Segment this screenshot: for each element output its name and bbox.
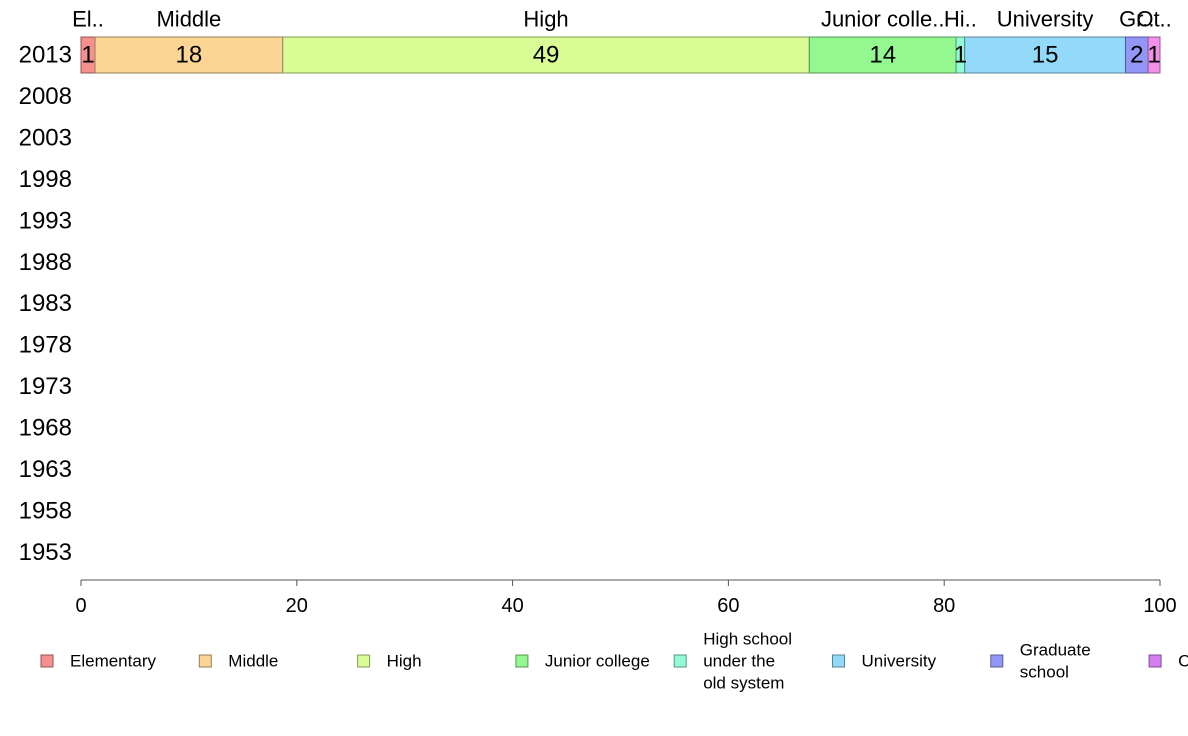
- segment-header-label: Hi..: [944, 7, 977, 32]
- year-label-1963: 1963: [19, 456, 72, 483]
- year-label-1983: 1983: [19, 290, 72, 317]
- year-label-1988: 1988: [19, 249, 72, 276]
- x-tick-label-0: 0: [75, 595, 86, 617]
- year-label-2008: 2008: [19, 83, 72, 110]
- x-tick-label-40: 40: [501, 595, 523, 617]
- x-tick-label-80: 80: [933, 595, 955, 617]
- legend-item-junior-college: Junior college: [516, 652, 650, 671]
- segment-header-label: Middle: [156, 7, 221, 32]
- legend-label: University: [862, 652, 937, 671]
- y-axis-labels: 2013 2008 2003 1998 1993 1988 1983 1978 1973 1968…: [19, 42, 72, 566]
- legend-label: C: [1178, 652, 1188, 671]
- value-label: 49: [533, 42, 560, 69]
- legend-label: Elementary: [70, 652, 156, 671]
- legend-label: under the: [703, 652, 775, 671]
- legend-item-elementary: Elementary: [41, 652, 156, 671]
- legend-swatch: [833, 655, 845, 667]
- legend-label: Junior college: [545, 652, 650, 671]
- value-label: 14: [869, 42, 896, 69]
- legend-swatch: [674, 655, 686, 667]
- year-label-2003: 2003: [19, 124, 72, 151]
- year-label-1993: 1993: [19, 207, 72, 234]
- legend-item-university: University: [833, 652, 937, 671]
- legend-label: High school: [703, 630, 792, 649]
- legend-label: Middle: [228, 652, 278, 671]
- legend-swatch: [516, 655, 528, 667]
- bar-segments: [81, 37, 1160, 73]
- segment-header-label: High: [523, 7, 568, 32]
- legend-label: High: [387, 652, 422, 671]
- legend-swatch: [199, 655, 211, 667]
- segment-header-label: Ot..: [1136, 7, 1171, 32]
- x-tick-label-100: 100: [1143, 595, 1176, 617]
- segment-header-label: El..: [72, 7, 104, 32]
- year-label-1953: 1953: [19, 539, 72, 566]
- legend-label: Graduate: [1020, 641, 1091, 660]
- year-label-1998: 1998: [19, 166, 72, 193]
- year-label-1958: 1958: [19, 497, 72, 524]
- value-label: 1: [954, 42, 967, 69]
- year-label-1973: 1973: [19, 373, 72, 400]
- legend: Elementary Middle High Junior college High s…: [41, 630, 1188, 693]
- x-tick-label-60: 60: [717, 595, 739, 617]
- x-tick-label-20: 20: [286, 595, 308, 617]
- value-label: 18: [176, 42, 203, 69]
- value-label: 1: [81, 42, 94, 69]
- legend-label: school: [1020, 663, 1069, 682]
- year-label-1968: 1968: [19, 415, 72, 442]
- year-label-2013: 2013: [19, 42, 72, 69]
- legend-label: old system: [703, 674, 784, 693]
- year-label-1978: 1978: [19, 332, 72, 359]
- legend-item-high-school-under-the-old-system: High school under the old system: [674, 630, 792, 693]
- legend-swatch: [991, 655, 1003, 667]
- segment-header-label: Junior colle..: [821, 7, 945, 32]
- value-label: 2: [1130, 42, 1143, 69]
- segment-header-labels: El.. Middle High Junior colle.. Hi.. Universi…: [72, 7, 1172, 32]
- segment-header-label: University: [997, 7, 1094, 32]
- legend-item-c: C: [1149, 652, 1188, 671]
- value-label: 15: [1032, 42, 1059, 69]
- value-label: 1: [1147, 42, 1160, 69]
- legend-item-middle: Middle: [199, 652, 278, 671]
- x-axis: 0 20 40 60 80 100: [75, 580, 1176, 617]
- legend-item-graduate-school: Graduate school: [991, 641, 1091, 682]
- legend-item-high: High: [358, 652, 422, 671]
- legend-swatch: [1149, 655, 1161, 667]
- legend-swatch: [41, 655, 53, 667]
- legend-swatch: [358, 655, 370, 667]
